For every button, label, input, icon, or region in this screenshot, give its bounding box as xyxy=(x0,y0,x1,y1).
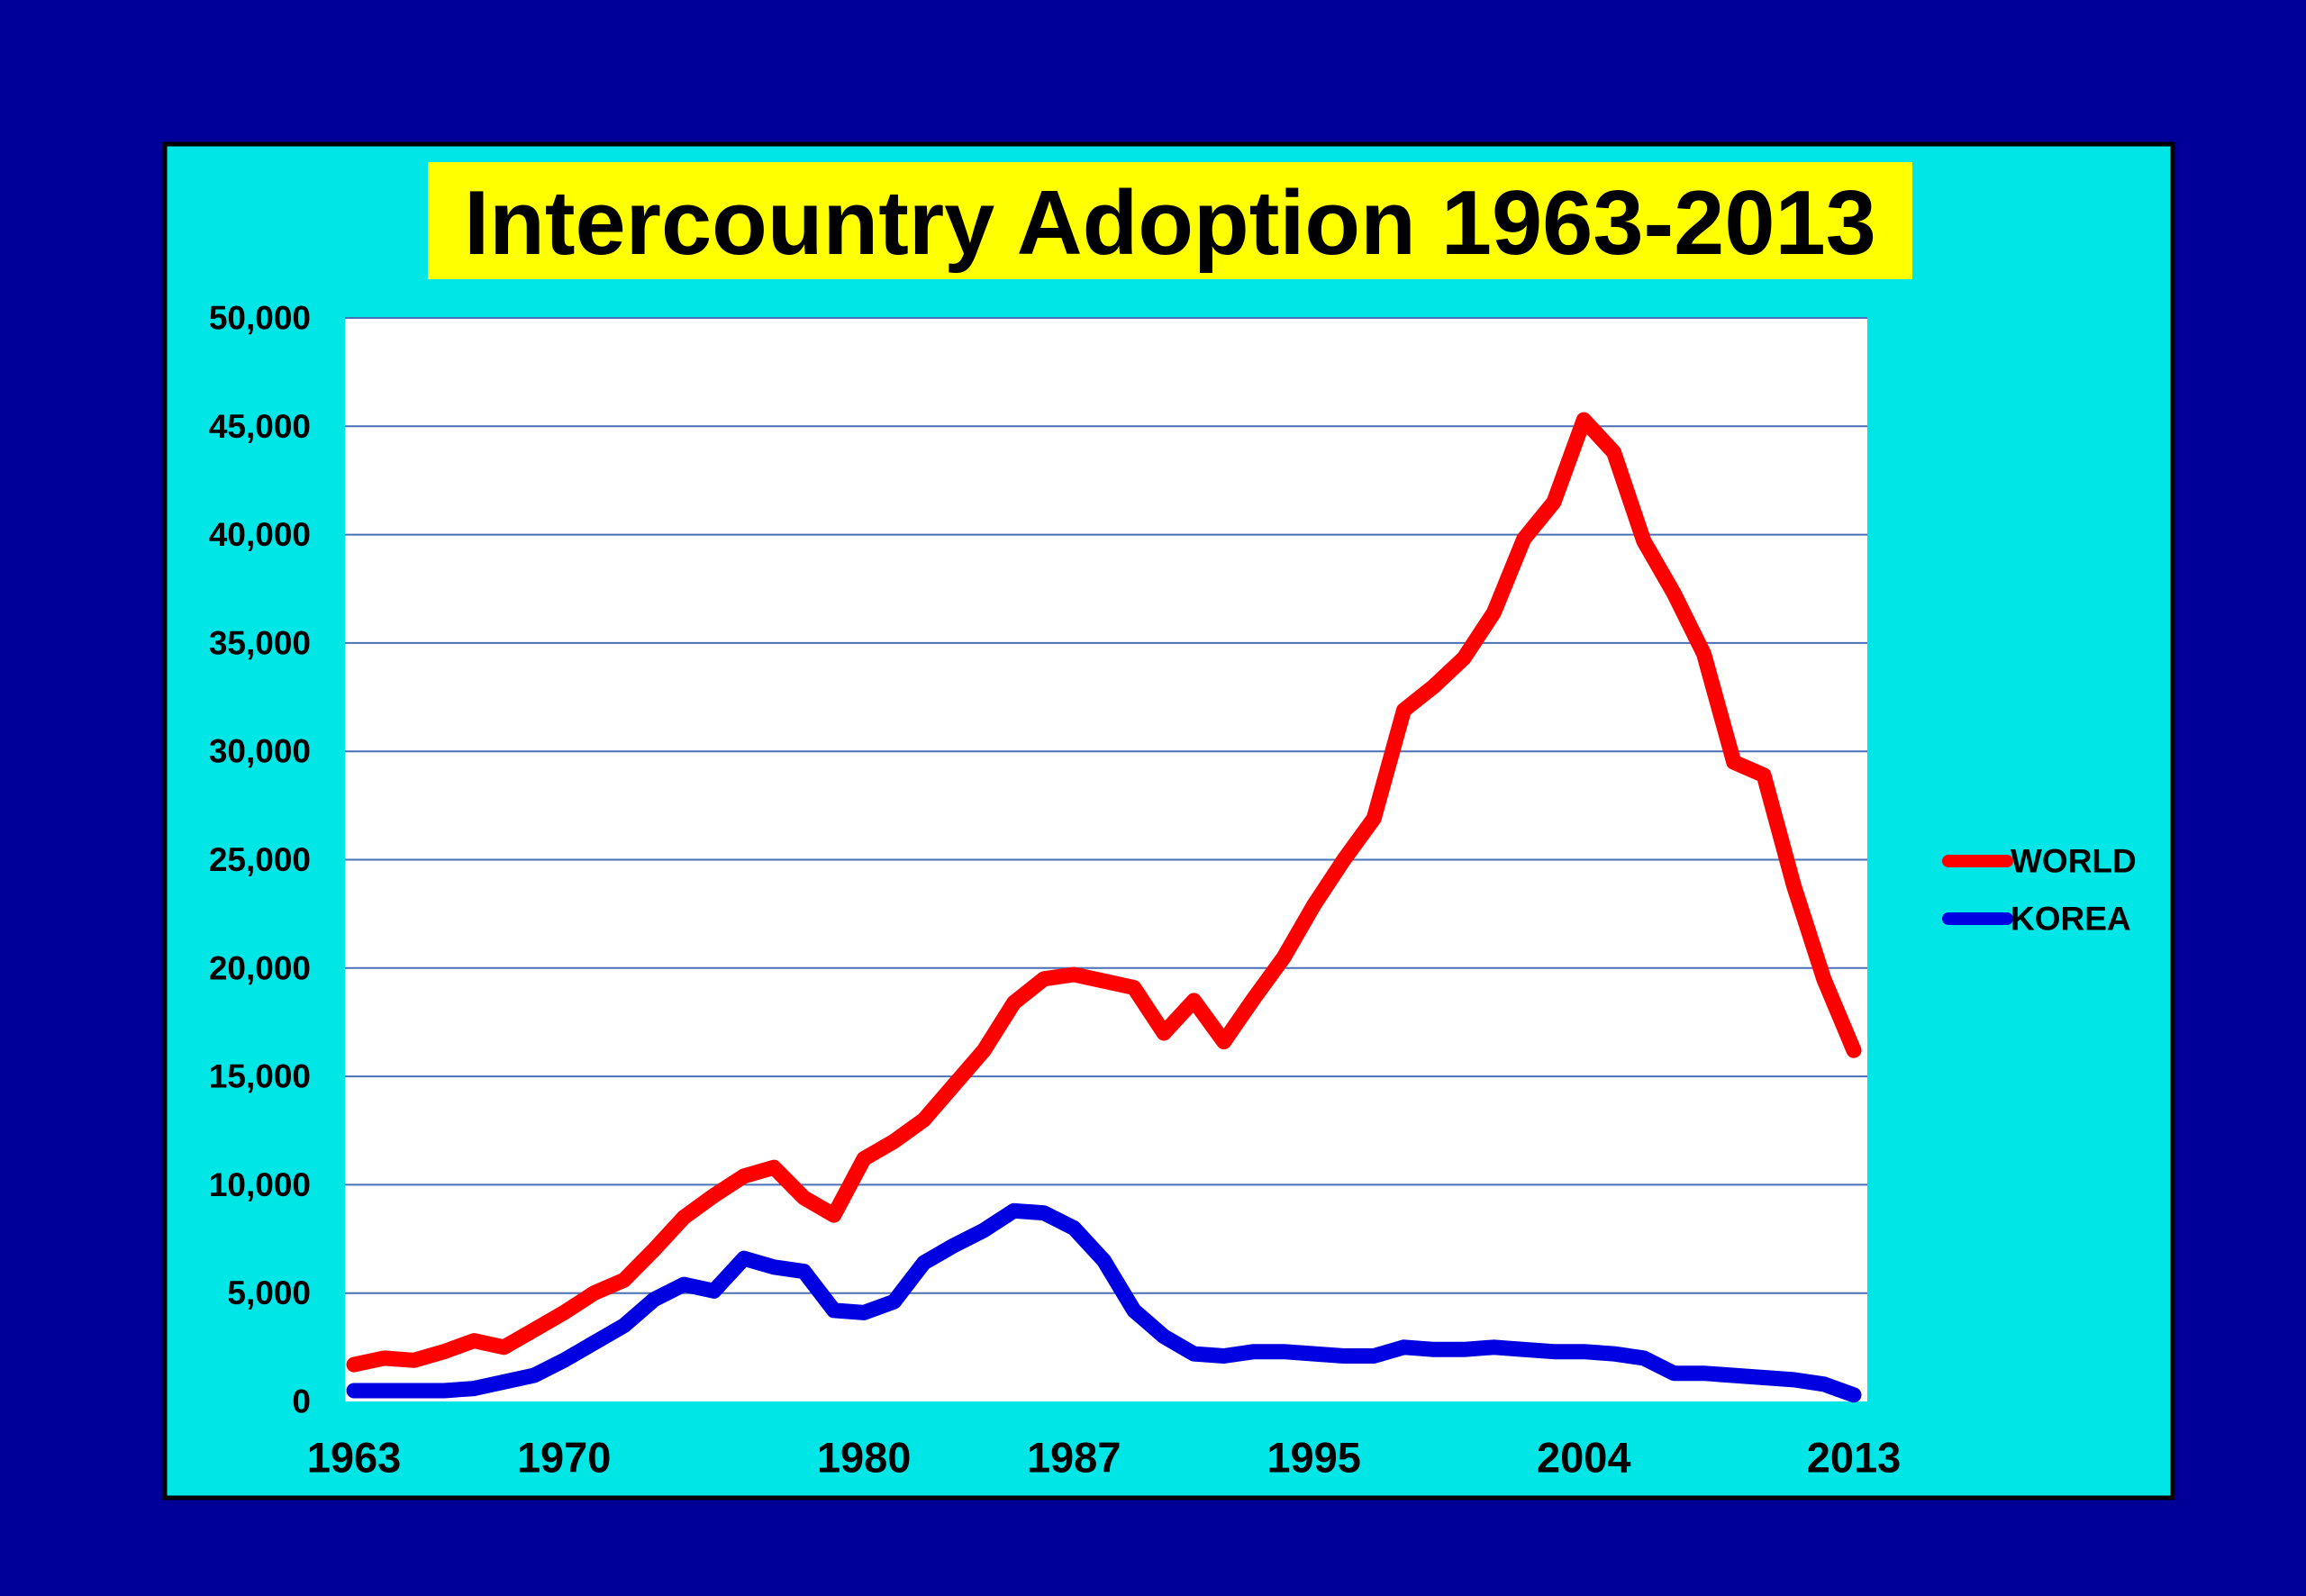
x-axis: 1963 1970 1980 1987 1995 2004 2013 xyxy=(307,1434,1902,1482)
series-line-korea xyxy=(346,1202,1862,1403)
x-tick-label: 1980 xyxy=(817,1434,912,1482)
y-tick-label: 50,000 xyxy=(209,300,311,337)
x-tick-label: 1987 xyxy=(1027,1434,1121,1482)
x-tick-label: 1963 xyxy=(307,1434,402,1482)
y-tick-label: 10,000 xyxy=(209,1166,311,1203)
y-tick-label: 35,000 xyxy=(209,624,311,661)
y-tick-label: 5,000 xyxy=(227,1274,311,1311)
title-highlight xyxy=(428,162,1912,279)
y-tick-label: 25,000 xyxy=(209,841,311,878)
x-tick-label: 2013 xyxy=(1807,1434,1902,1482)
y-tick-label: 30,000 xyxy=(209,733,311,770)
y-tick-label: 15,000 xyxy=(209,1058,311,1095)
gridlines xyxy=(345,317,1867,1294)
legend-label-korea: KOREA xyxy=(2011,901,2131,938)
chart-title: Intercountry Adoption 1963-2013 xyxy=(464,173,1876,274)
x-tick-label: 1970 xyxy=(517,1434,612,1482)
legend-label-world: WORLD xyxy=(2011,843,2137,880)
y-tick-label: 20,000 xyxy=(209,949,311,986)
series-layer xyxy=(346,412,1862,1403)
series-line-world xyxy=(346,412,1862,1373)
legend: WORLD KOREA xyxy=(1942,843,2137,938)
y-tick-label: 45,000 xyxy=(209,408,311,445)
y-axis: 0 5,000 10,000 15,000 20,000 25,000 30,000 35,0… xyxy=(209,300,311,1420)
x-tick-label: 1995 xyxy=(1266,1434,1361,1482)
y-tick-label: 0 xyxy=(292,1383,311,1420)
y-tick-label: 40,000 xyxy=(209,516,311,553)
x-tick-label: 2004 xyxy=(1537,1434,1631,1482)
